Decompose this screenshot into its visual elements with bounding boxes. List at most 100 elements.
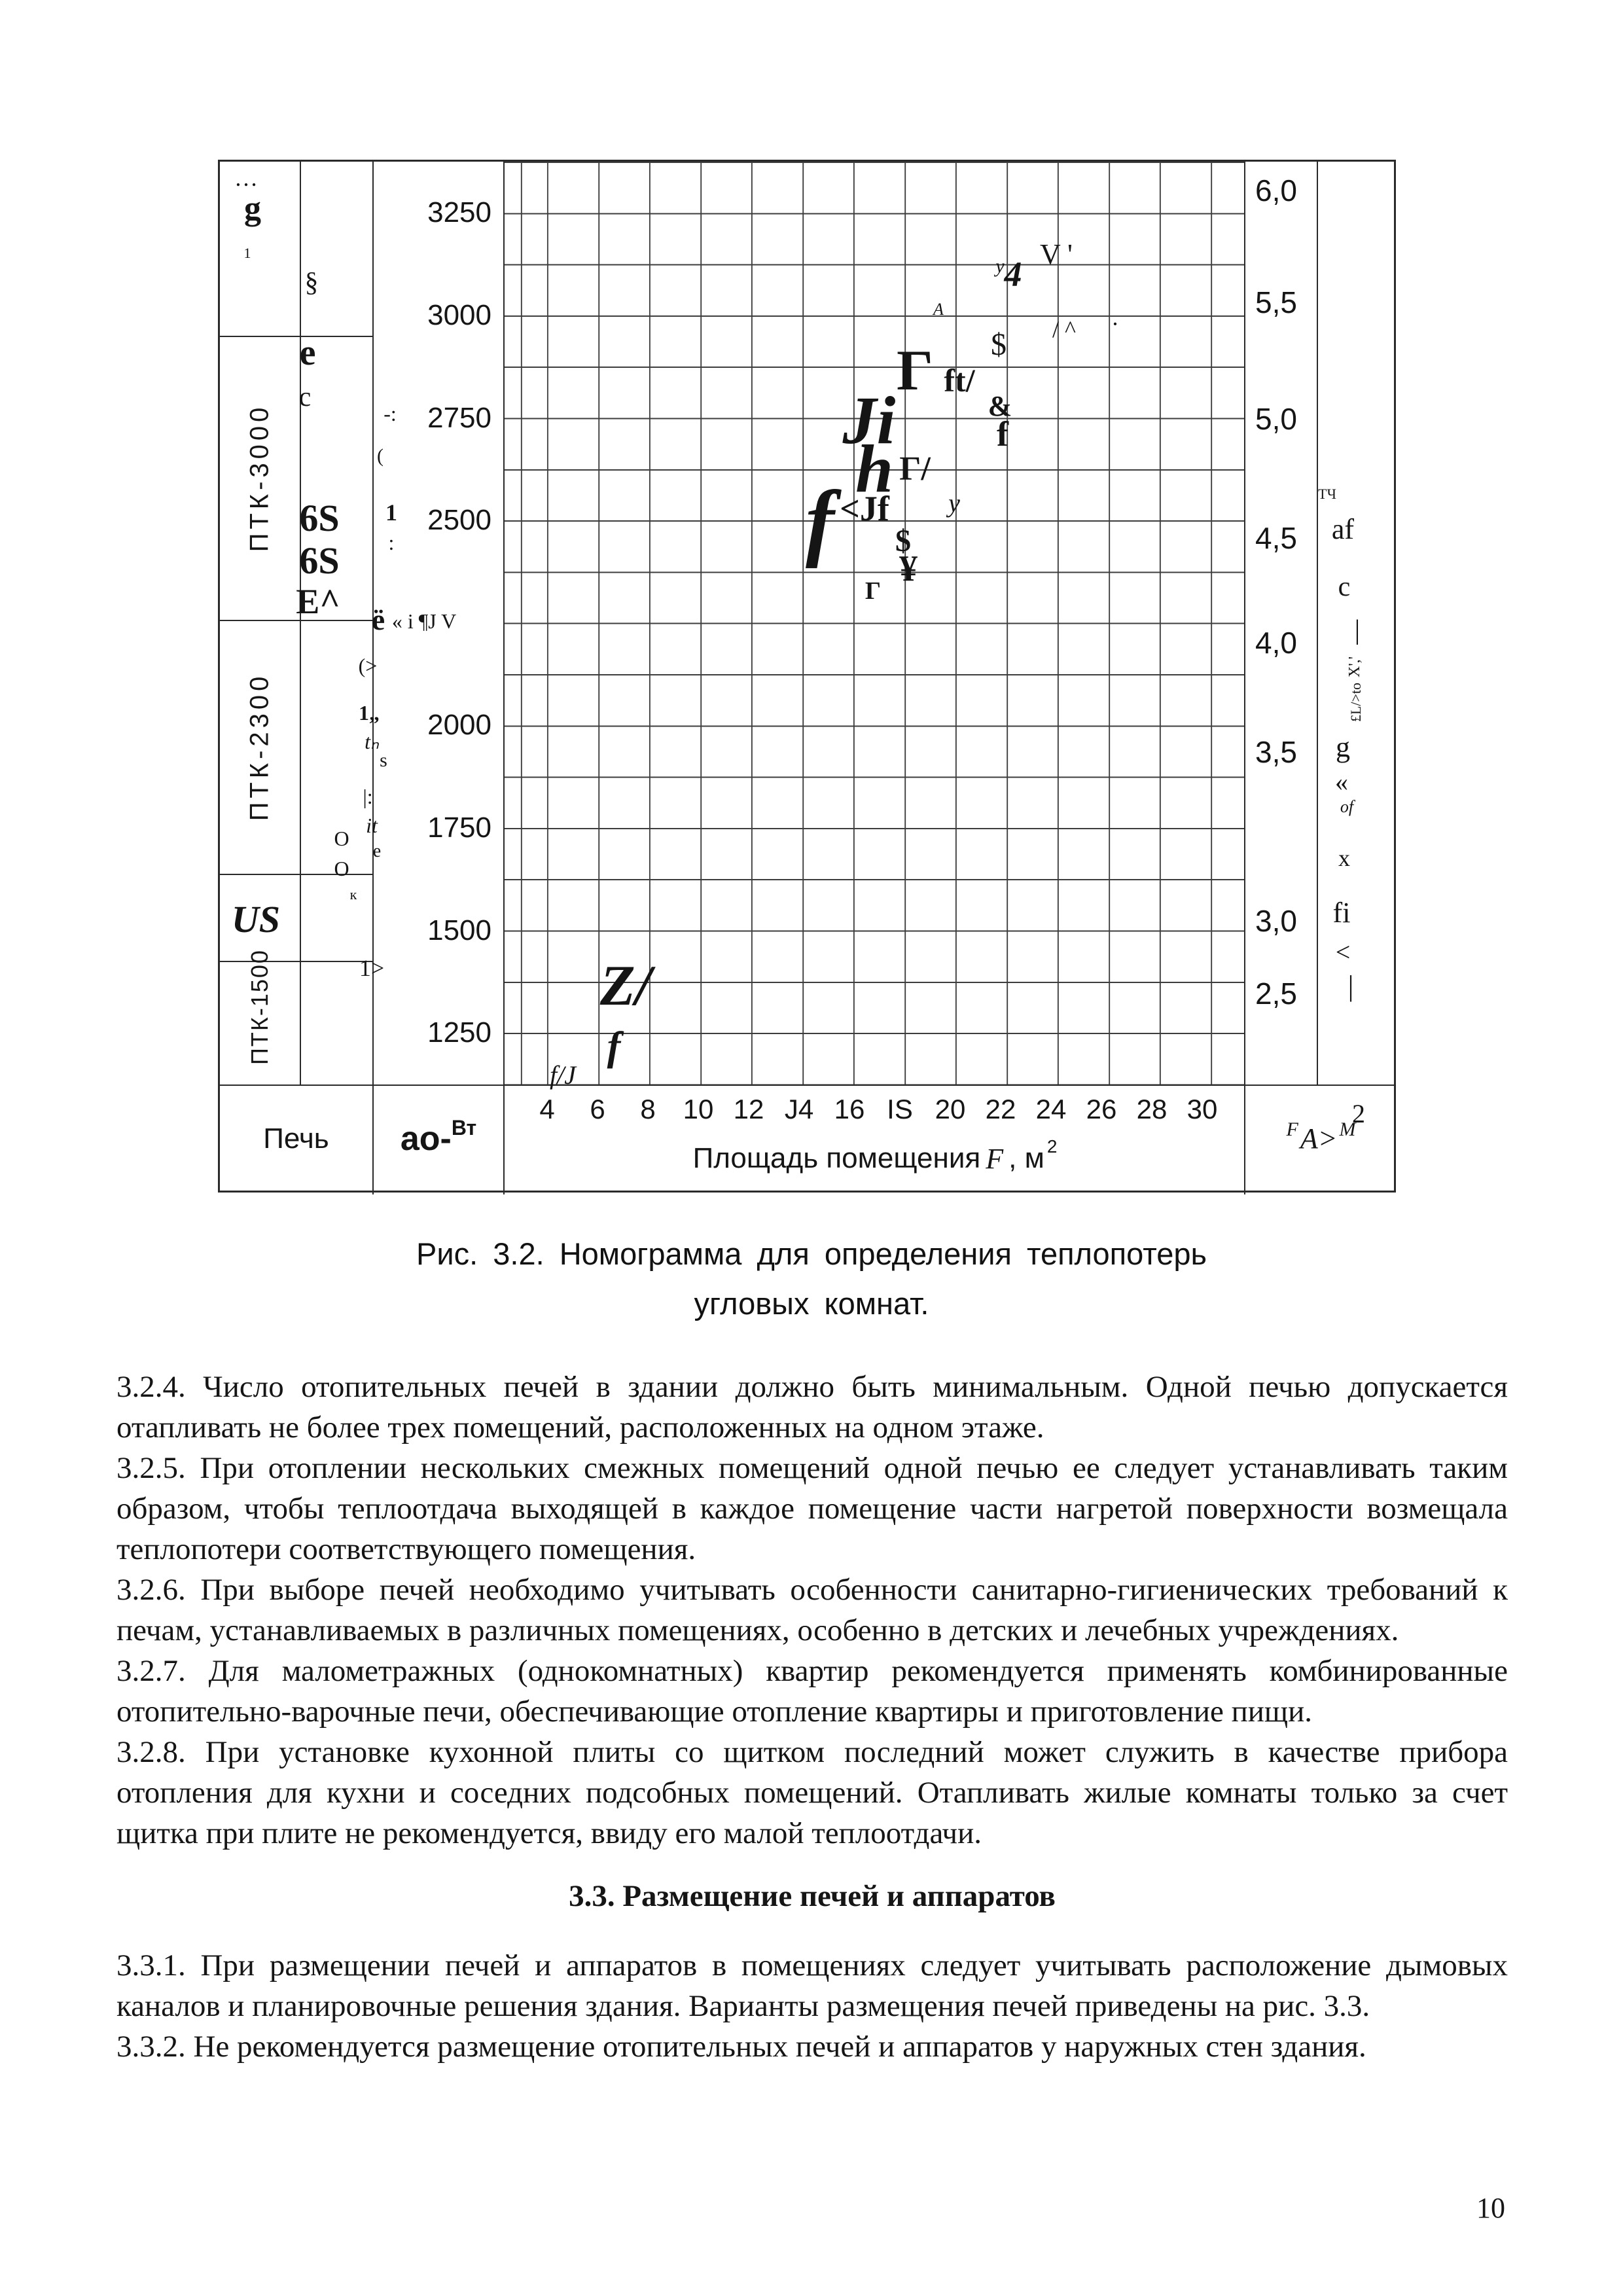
scan-noise-glyph: 1 — [243, 245, 251, 261]
scan-noise-glyph: (> — [358, 654, 378, 677]
y-right-tick-label: 2,5 — [1255, 977, 1297, 1011]
y-right-tick-label: 3,5 — [1255, 735, 1297, 769]
stove-label-ptk-3000: ПТК-3000 — [245, 403, 274, 552]
corner-cell-label: F А> М — [1245, 1085, 1397, 1193]
y-left-tick-label: 3000 — [427, 299, 491, 331]
y-right-tick-label: 6,0 — [1255, 173, 1297, 207]
paragraph-3-2-5: 3.2.5. При отоплении нескольких смежных … — [116, 1451, 1508, 1566]
section-heading: 3.3. Размещение печей и аппаратов — [569, 1879, 1056, 1913]
scan-noise-glyph: ft/ — [944, 362, 975, 399]
x-tick-label: 30 — [1186, 1094, 1218, 1124]
scan-noise-glyph: 6S — [299, 539, 340, 582]
scan-noise-glyph: 1> — [359, 955, 385, 981]
scan-noise-glyph: Г — [865, 577, 882, 605]
figure-caption-line2: угловых комнат. — [694, 1286, 929, 1321]
scan-noise-glyph: у — [995, 255, 1005, 277]
scan-noise-glyph: ¥ — [899, 548, 918, 589]
column-divider — [1244, 162, 1245, 1194]
scan-noise-glyph: |: — [363, 785, 373, 808]
corner-label-mid: А> — [1300, 1122, 1338, 1155]
scan-noise-glyph: · — [1111, 311, 1119, 337]
x-tick-label: 22 — [985, 1094, 1016, 1124]
page-number: 10 — [1476, 2192, 1505, 2224]
x-tick-label: J4 — [784, 1094, 814, 1124]
scan-noise-glyph: | — [1347, 970, 1354, 1002]
paragraph-3-2-4: 3.2.4. Число отопительных печей в здании… — [116, 1370, 1508, 1444]
y-right-tick-label: 4,5 — [1255, 521, 1297, 555]
y-left-tick-label: 2000 — [427, 709, 491, 741]
scan-noise-glyph: A — [933, 300, 944, 319]
scan-noise-glyph: к — [349, 886, 357, 903]
column-divider — [372, 162, 374, 1194]
scan-noise-glyph: US — [231, 898, 281, 941]
x-tick-label: 26 — [1086, 1094, 1117, 1124]
y-right-tick-label: 5,0 — [1255, 402, 1297, 436]
scan-noise-glyph: О — [334, 827, 349, 850]
power-column-header: ао- Вт — [374, 1085, 503, 1193]
scan-noise-glyph: V ' — [1040, 238, 1073, 270]
y-right-tick-label: 5,5 — [1255, 285, 1297, 319]
y-left-tick-label: 3250 — [427, 196, 491, 228]
x-axis-title-exponent: 2 — [1046, 1136, 1058, 1157]
power-header-unit: Вт — [451, 1116, 477, 1139]
column-divider — [503, 162, 505, 1194]
stove-column-header: Печь — [263, 1122, 329, 1155]
scan-noise-glyph: <Jf — [840, 489, 889, 528]
x-tick-label: 28 — [1136, 1094, 1168, 1124]
scan-noise-glyph: tₙ — [365, 730, 379, 753]
paragraph-3-3-2: 3.3.2. Не рекомендуется размещение отопи… — [116, 2030, 1366, 2064]
scan-noise-glyph: 4 — [1004, 255, 1022, 294]
y-left-tick-label: 2500 — [427, 504, 491, 536]
scan-noise-glyph: e — [299, 332, 316, 373]
scan-noise-glyph: -: — [383, 402, 397, 425]
row-divider — [220, 874, 372, 875]
scan-noise-glyph: О — [334, 857, 349, 880]
x-tick-label: 8 — [640, 1094, 656, 1124]
scan-noise-glyph: с — [1338, 572, 1351, 602]
figure-caption-line1: Рис. 3.2. Номограмма для определения теп… — [416, 1236, 1207, 1271]
paragraph-3-2-6: 3.2.6. При выборе печей необходимо учиты… — [116, 1573, 1508, 1647]
x-tick-label: 6 — [590, 1094, 605, 1124]
scan-noise-glyph: ( — [377, 445, 383, 467]
scan-noise-glyph: « i ¶J V — [391, 609, 457, 633]
power-header-text: ао- — [400, 1119, 452, 1158]
scan-noise-glyph: g — [244, 190, 261, 227]
row-divider — [220, 336, 372, 337]
scan-noise-glyph: 2 — [1352, 1099, 1365, 1128]
paragraph-3-2-8: 3.2.8. При установке кухонной плиты со щ… — [116, 1735, 1508, 1850]
column-divider — [300, 162, 301, 1085]
scan-noise-glyph: Г — [897, 339, 933, 403]
scan-noise-glyph: Ji — [842, 383, 896, 458]
scan-noise-glyph: 6S — [299, 497, 340, 539]
x-axis-title-unit: , м — [1008, 1142, 1044, 1174]
scan-noise-glyph: 1 — [385, 499, 397, 526]
scan-noise-glyph: : — [388, 531, 395, 554]
y-left-tick-label: 1500 — [427, 914, 491, 946]
x-tick-label: 12 — [733, 1094, 764, 1124]
scan-noise-glyph: f/J — [550, 1060, 576, 1090]
scan-noise-glyph: it — [366, 814, 378, 837]
scan-noise-glyph: у — [948, 488, 960, 518]
scan-noise-glyph: ТЧ — [1318, 486, 1336, 502]
x-tick-label: 4 — [539, 1094, 555, 1124]
y-left-tick-label: 1250 — [427, 1016, 491, 1049]
scan-noise-glyph: x — [1338, 845, 1350, 871]
x-axis-title-text: Площадь помещения — [692, 1142, 981, 1174]
scan-noise-glyph: … — [234, 165, 258, 191]
scan-noise-glyph: < — [1335, 937, 1351, 967]
x-axis-line — [220, 1085, 1394, 1086]
x-axis-title: Площадь помещения F , м 2 — [503, 1136, 1244, 1181]
scan-noise-glyph: e — [372, 841, 382, 861]
scan-noise-glyph: 1„ — [359, 701, 380, 725]
paragraph-3-3-1: 3.3.1. При размещении печей и аппаратов … — [116, 1948, 1508, 2023]
scan-noise-glyph: f — [997, 414, 1008, 454]
scan-noise-glyph: Z/ — [599, 954, 652, 1018]
column-divider — [1317, 162, 1318, 1085]
nomogram: ПТК-3000 ПТК-2300 ПТК-1500 Печь ао- Вт П… — [218, 160, 1397, 1194]
scan-noise-glyph: § — [304, 268, 319, 298]
scan-noise-glyph: | — [1354, 615, 1361, 645]
y-right-tick-label: 4,0 — [1255, 626, 1297, 660]
scan-noise-glyph: fi — [1332, 897, 1351, 929]
stove-label-ptk-1500: ПТК-1500 — [246, 949, 274, 1065]
